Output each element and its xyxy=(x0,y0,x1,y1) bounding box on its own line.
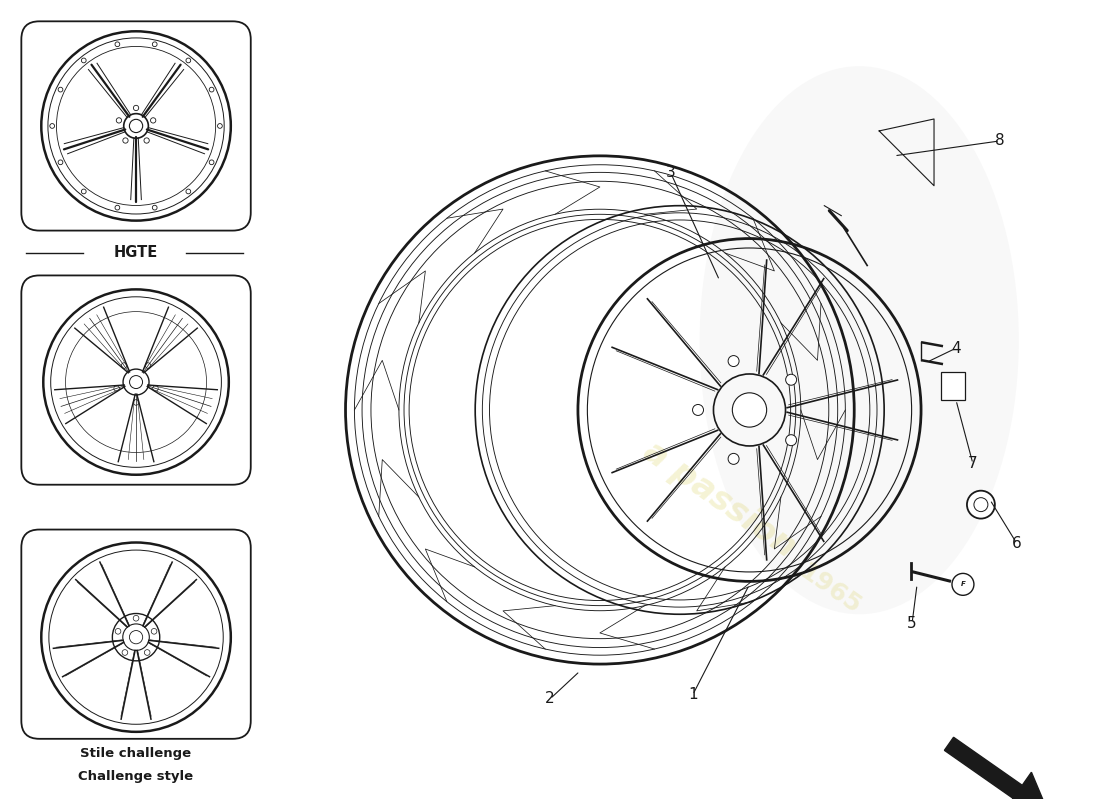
Circle shape xyxy=(153,386,158,391)
Text: Stile challenge: Stile challenge xyxy=(80,747,191,760)
Circle shape xyxy=(116,629,121,634)
Circle shape xyxy=(116,206,120,210)
Circle shape xyxy=(81,58,86,63)
Circle shape xyxy=(218,123,222,128)
Text: 5: 5 xyxy=(908,616,917,630)
Circle shape xyxy=(123,138,128,143)
Circle shape xyxy=(122,650,128,655)
Circle shape xyxy=(133,615,139,621)
Text: 3: 3 xyxy=(666,166,675,180)
Circle shape xyxy=(785,374,796,386)
Circle shape xyxy=(58,87,63,92)
Circle shape xyxy=(974,498,988,512)
Text: 1: 1 xyxy=(688,687,697,702)
Circle shape xyxy=(121,362,126,368)
Circle shape xyxy=(50,123,55,128)
Circle shape xyxy=(151,118,156,123)
Circle shape xyxy=(81,189,86,194)
Circle shape xyxy=(144,650,150,655)
Text: a passion: a passion xyxy=(637,435,802,564)
Circle shape xyxy=(144,138,150,143)
Text: F: F xyxy=(960,582,966,587)
Circle shape xyxy=(117,118,122,123)
Circle shape xyxy=(130,375,143,389)
Circle shape xyxy=(145,362,151,368)
Text: 4: 4 xyxy=(952,341,960,356)
Circle shape xyxy=(209,87,214,92)
Circle shape xyxy=(733,393,767,427)
Text: Challenge style: Challenge style xyxy=(78,770,194,783)
Text: 1965: 1965 xyxy=(794,559,865,619)
Circle shape xyxy=(130,119,143,133)
Circle shape xyxy=(952,574,974,595)
Circle shape xyxy=(785,434,796,446)
Circle shape xyxy=(186,58,190,63)
Text: 8: 8 xyxy=(996,134,1004,149)
Circle shape xyxy=(130,630,143,644)
Text: HGTE: HGTE xyxy=(114,245,158,260)
Text: 2: 2 xyxy=(546,691,554,706)
Circle shape xyxy=(58,160,63,165)
FancyBboxPatch shape xyxy=(21,22,251,230)
Circle shape xyxy=(186,189,190,194)
FancyArrow shape xyxy=(945,738,1048,800)
Circle shape xyxy=(728,454,739,464)
FancyBboxPatch shape xyxy=(940,372,965,400)
Ellipse shape xyxy=(700,66,1019,614)
Circle shape xyxy=(152,42,157,46)
Circle shape xyxy=(967,490,994,518)
FancyBboxPatch shape xyxy=(21,275,251,485)
Circle shape xyxy=(693,405,704,415)
Circle shape xyxy=(209,160,214,165)
Circle shape xyxy=(133,400,139,406)
Circle shape xyxy=(152,206,157,210)
Circle shape xyxy=(116,42,120,46)
Text: 7: 7 xyxy=(968,456,978,471)
FancyBboxPatch shape xyxy=(21,530,251,739)
Circle shape xyxy=(133,106,139,110)
Circle shape xyxy=(728,355,739,366)
Text: 6: 6 xyxy=(1012,536,1022,551)
Circle shape xyxy=(151,629,157,634)
Circle shape xyxy=(114,386,120,391)
